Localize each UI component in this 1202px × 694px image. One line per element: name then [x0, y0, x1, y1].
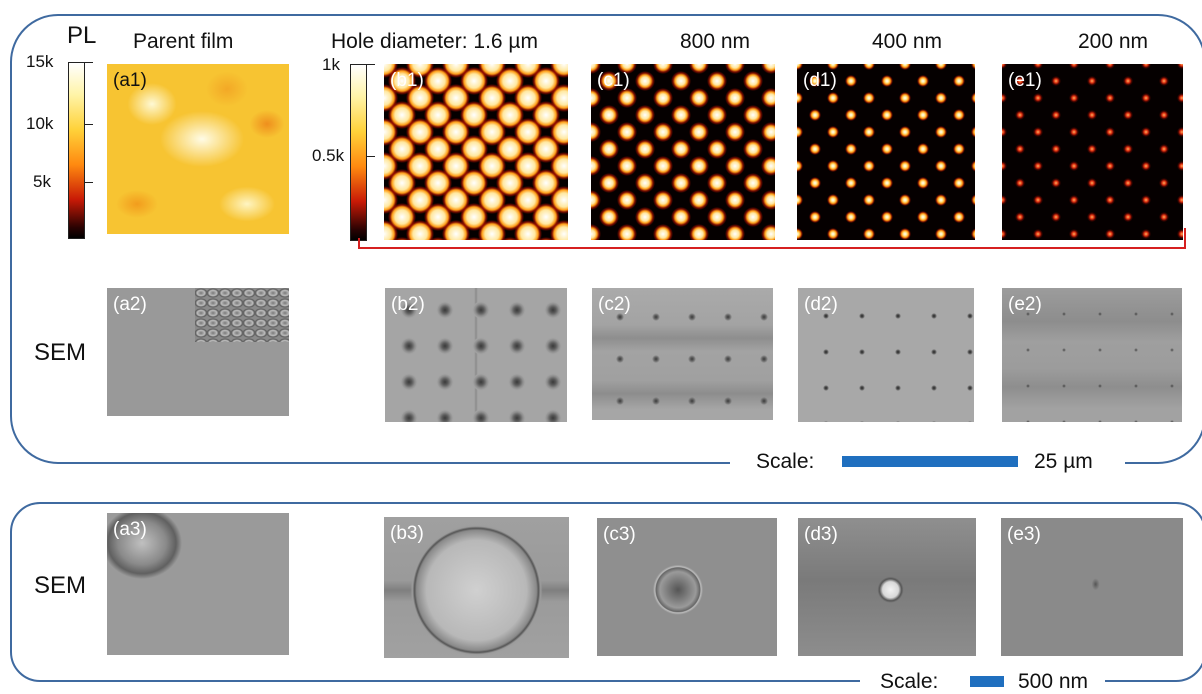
colorbar-tick	[85, 182, 93, 183]
pl-colorbar-right	[350, 64, 367, 241]
panel-label-b1: (b1)	[390, 70, 424, 91]
sem-image-c2: (c2)	[592, 288, 773, 420]
pl-colorbar-left	[68, 62, 85, 239]
bracket-end-right	[1184, 228, 1186, 249]
pl-map-b1: (b1)	[384, 64, 568, 240]
panel-label-b2: (b2)	[391, 294, 425, 315]
scale-label-2: Scale:	[880, 670, 939, 693]
scale-bar-2	[970, 676, 1004, 687]
panel-label-d3: (d3)	[804, 524, 838, 545]
colorbar-tick	[85, 124, 93, 125]
panel-label-a3: (a3)	[113, 519, 147, 540]
panel-label-c2: (c2)	[598, 294, 631, 315]
row-label-sem: SEM	[34, 339, 87, 366]
panel-label-b3: (b3)	[390, 523, 424, 544]
column-header-e: 200 nm	[1078, 30, 1149, 53]
sem-image-c3: (c3)	[597, 518, 777, 656]
column-header-parent: Parent film	[133, 30, 234, 53]
column-header-d: 400 nm	[872, 30, 943, 53]
bottom-panel-frame	[10, 502, 1202, 682]
top-panel-frame	[10, 14, 1202, 464]
sem-image-a3: (a3)	[107, 513, 289, 655]
sem-image-d2: (d2)	[798, 288, 974, 422]
colorbar-tick-label: 1k	[322, 55, 340, 74]
panel-label-e2: (e2)	[1008, 294, 1042, 315]
bracket-end-left	[358, 238, 360, 249]
colorbar-tick-label: 0.5k	[312, 146, 345, 165]
colorbar-tick	[367, 156, 375, 157]
sem-image-e3: (e3)	[1001, 518, 1183, 656]
scale-label-1: Scale:	[756, 450, 815, 473]
sem-image-d3: (d3)	[798, 518, 976, 656]
colorbar-tick	[367, 64, 375, 65]
colorbar-tick-label: 15k	[26, 52, 54, 71]
sem-image-a2: (a2)	[107, 288, 289, 416]
scale-value-2: 500 nm	[1018, 670, 1089, 693]
column-header-c: 800 nm	[680, 30, 751, 53]
bracket-line	[358, 247, 1186, 249]
pl-axis-title: PL	[67, 22, 97, 49]
sem-image-b2: (b2)	[385, 288, 567, 422]
panel-label-a1: (a1)	[113, 70, 147, 91]
panel-label-c1: (c1)	[597, 70, 630, 91]
pl-map-e1: (e1)	[1002, 64, 1183, 240]
panel-label-e1: (e1)	[1008, 70, 1042, 91]
colorbar-tick-label: 10k	[26, 114, 54, 133]
sem-inset-a2	[195, 288, 289, 342]
panel-label-d2: (d2)	[804, 294, 838, 315]
pl-map-d1: (d1)	[797, 64, 975, 240]
pl-map-c1: (c1)	[591, 64, 775, 240]
colorbar-tick-label: 5k	[33, 172, 51, 191]
row-label-sem-3: SEM	[34, 572, 87, 599]
panel-label-a2: (a2)	[113, 294, 147, 315]
sem-image-e2: (e2)	[1002, 288, 1182, 422]
panel-label-c3: (c3)	[603, 524, 636, 545]
scale-value-1: 25 µm	[1034, 450, 1093, 473]
scale-bar-1	[842, 456, 1018, 467]
column-header-b: Hole diameter: 1.6 µm	[331, 30, 539, 53]
panel-label-d1: (d1)	[803, 70, 837, 91]
panel-label-e3: (e3)	[1007, 524, 1041, 545]
pl-map-a1: (a1)	[107, 64, 289, 234]
colorbar-tick	[85, 62, 93, 63]
sem-image-b3: (b3)	[384, 517, 569, 658]
